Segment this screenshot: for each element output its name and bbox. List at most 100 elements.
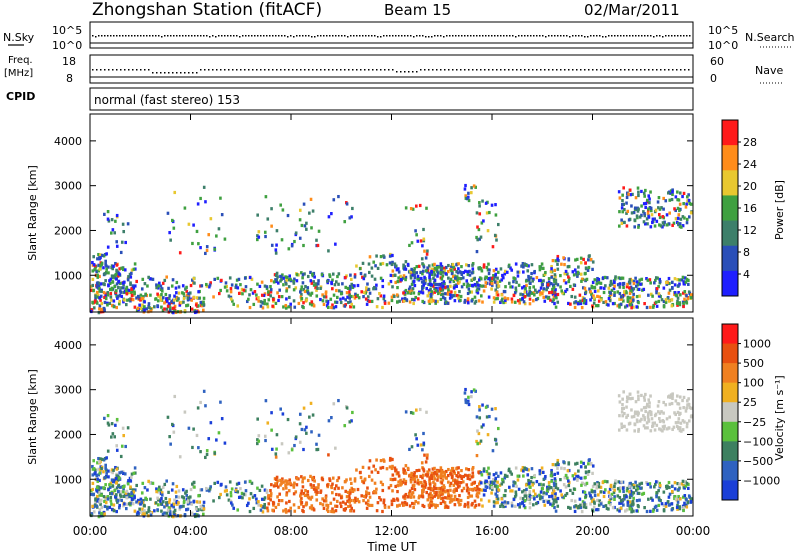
velocity-cell xyxy=(623,497,626,501)
power-cell xyxy=(332,306,336,310)
velocity-cell xyxy=(492,473,496,477)
power-cell xyxy=(546,296,550,300)
velocity-cell xyxy=(646,482,650,486)
power-cell xyxy=(200,284,204,288)
velocity-cell xyxy=(627,396,630,400)
velocity-cell xyxy=(581,490,585,494)
nsky-dot xyxy=(179,35,181,37)
power-cell xyxy=(373,277,377,281)
velocity-cell xyxy=(499,504,502,509)
velocity-cell xyxy=(474,503,478,508)
power-cell xyxy=(470,186,473,190)
nsky-dot xyxy=(509,35,511,37)
velocity-cell xyxy=(109,499,113,503)
velocity-cell xyxy=(488,414,491,419)
freq-dot xyxy=(520,69,522,71)
nsky-dot xyxy=(401,35,403,37)
velocity-cell xyxy=(353,488,356,492)
power-cell xyxy=(660,298,664,302)
velocity-cell xyxy=(637,394,640,398)
velocity-cell xyxy=(681,479,685,483)
power-cell xyxy=(415,204,418,208)
velocity-cell xyxy=(525,467,529,472)
power-cell xyxy=(542,279,545,283)
velocity-cell xyxy=(572,477,576,481)
velocity-cell xyxy=(504,502,507,506)
power-cell xyxy=(428,275,431,280)
velocity-cell xyxy=(220,417,224,421)
velocity-cell xyxy=(91,487,95,492)
power-cell xyxy=(571,287,575,291)
power-cell xyxy=(485,275,488,279)
power-cell xyxy=(300,285,304,289)
velocity-cell xyxy=(130,493,133,497)
power-cell xyxy=(282,305,285,309)
nsky-dot xyxy=(197,35,199,37)
velocity-cell xyxy=(310,507,314,511)
velocity-cell xyxy=(243,480,247,484)
velocity-cell xyxy=(450,476,454,480)
velocity-cell xyxy=(475,415,479,419)
power-cell xyxy=(106,245,110,249)
power-cell xyxy=(682,191,686,196)
power-cell xyxy=(434,282,437,287)
velocity-cell xyxy=(91,481,95,485)
velocity-cell xyxy=(309,474,312,478)
velocity-cell xyxy=(313,479,316,483)
velocity-cell xyxy=(376,470,380,475)
velocity-cell xyxy=(257,503,260,507)
velocity-cell xyxy=(575,461,579,465)
velocity-cell xyxy=(491,480,494,484)
velocity-cell xyxy=(103,504,107,509)
power-cell xyxy=(608,299,612,303)
velocity-cell xyxy=(348,500,352,504)
nsky-dot xyxy=(272,35,274,37)
velocity-cell xyxy=(668,415,671,419)
power-cell xyxy=(645,276,648,281)
velocity-cell xyxy=(455,488,458,492)
power-cell xyxy=(649,190,652,194)
power-cell xyxy=(494,297,497,301)
power-cell xyxy=(517,283,521,287)
power-cell xyxy=(610,282,614,286)
velocity-cell xyxy=(540,466,544,470)
velocity-cell xyxy=(198,500,202,504)
power-cell xyxy=(120,286,123,290)
velocity-cell xyxy=(367,474,371,479)
velocity-cell xyxy=(365,490,368,494)
velocity-cell xyxy=(404,464,408,468)
power-cell xyxy=(117,285,120,290)
power-cell xyxy=(477,267,481,271)
power-cell xyxy=(635,305,639,309)
power-cell xyxy=(263,298,266,303)
power-cell xyxy=(427,289,431,293)
power-cell xyxy=(350,282,354,286)
power-cell xyxy=(431,284,435,288)
velocity-cell xyxy=(637,397,640,402)
velocity-cell xyxy=(645,509,649,514)
nsky-dot xyxy=(557,35,559,37)
power-cell xyxy=(580,279,583,283)
velocity-cell xyxy=(389,477,393,481)
power-cell xyxy=(252,302,256,307)
velocity-cell xyxy=(674,399,678,403)
power-cell xyxy=(173,294,176,298)
velocity-cell xyxy=(280,481,283,486)
power-cell xyxy=(301,273,305,277)
velocity-cell xyxy=(190,511,194,515)
velocity-cell xyxy=(522,504,526,508)
velocity-cell xyxy=(417,496,421,500)
nsky-dot xyxy=(341,35,343,37)
power-cell xyxy=(538,265,542,269)
velocity-cell xyxy=(121,470,125,474)
velocity-cell xyxy=(673,411,676,415)
velocity-cell xyxy=(277,499,281,503)
nsky-dot xyxy=(221,35,223,37)
velocity-cell xyxy=(539,495,542,499)
velocity-cell xyxy=(261,510,265,514)
velocity-cell xyxy=(673,496,676,501)
velocity-cell xyxy=(608,487,612,492)
velocity-cell xyxy=(133,488,137,492)
power-cell xyxy=(612,286,616,291)
velocity-cell xyxy=(98,491,101,495)
